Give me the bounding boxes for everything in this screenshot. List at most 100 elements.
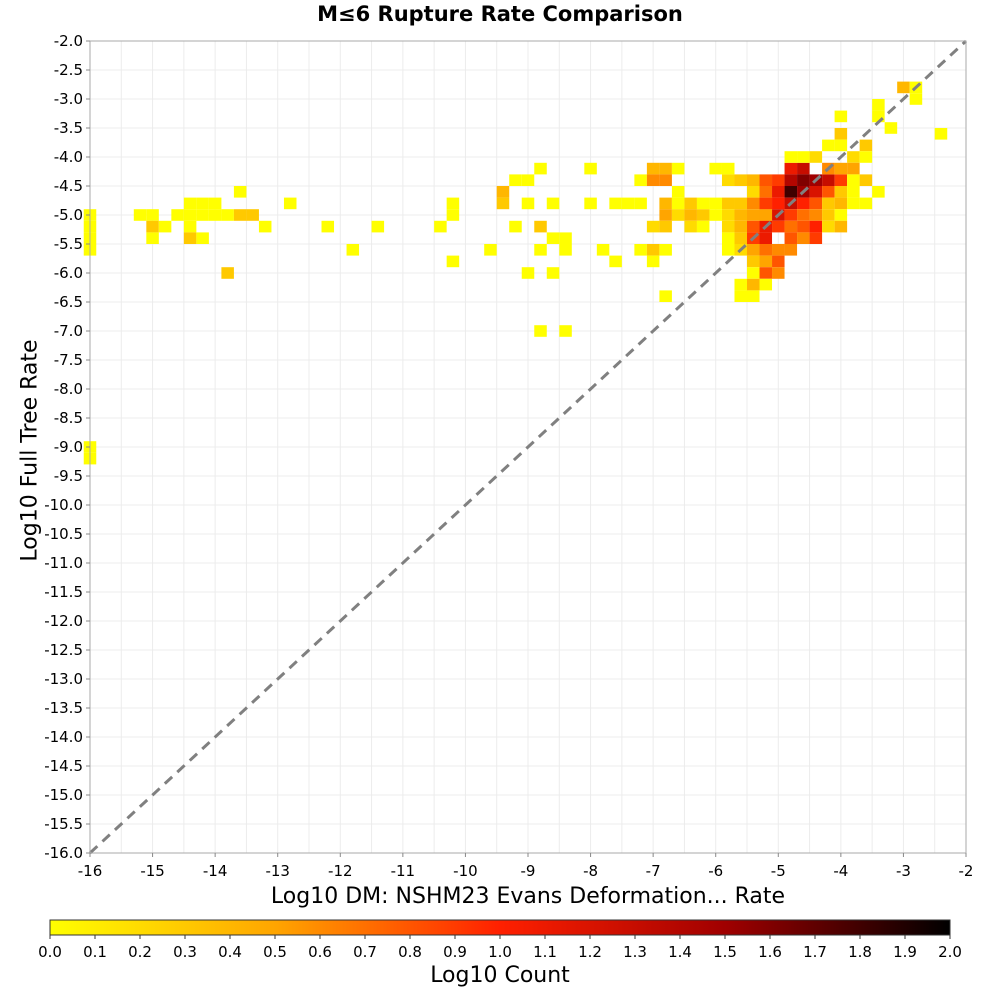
heatmap-cell bbox=[584, 162, 597, 175]
heatmap-cell bbox=[784, 151, 798, 163]
heatmap-cell bbox=[734, 174, 747, 186]
heatmap-cell bbox=[634, 197, 647, 210]
y-tick-label: -14.5 bbox=[44, 757, 83, 775]
heatmap-cell bbox=[872, 99, 885, 111]
heatmap-cell bbox=[784, 232, 798, 244]
heatmap-cell bbox=[784, 162, 798, 175]
heatmap-cell bbox=[809, 232, 823, 244]
heatmap-cell bbox=[321, 220, 335, 233]
heatmap-cell bbox=[208, 197, 222, 210]
chart-title: M≤6 Rupture Rate Comparison bbox=[317, 2, 683, 26]
heatmap-cell bbox=[183, 197, 197, 210]
y-tick-label: -11.5 bbox=[44, 583, 83, 601]
colorbar-tick-label: 0.2 bbox=[128, 943, 152, 961]
heatmap-cell bbox=[847, 197, 860, 210]
y-tick-label: -3.0 bbox=[54, 90, 83, 108]
colorbar-tick-label: 1.3 bbox=[623, 943, 647, 961]
y-tick-label: -2.5 bbox=[54, 61, 83, 79]
heatmap-cell bbox=[872, 110, 885, 123]
y-tick-label: -7.5 bbox=[54, 351, 83, 369]
heatmap-cell bbox=[784, 174, 798, 186]
heatmap-cell bbox=[534, 325, 547, 337]
heatmap-cell bbox=[521, 197, 535, 210]
heatmap-cell bbox=[809, 220, 823, 233]
colorbar-tick-label: 0.9 bbox=[443, 943, 467, 961]
heatmap-cell bbox=[721, 220, 735, 233]
heatmap-cell bbox=[233, 209, 247, 221]
heatmap-cell bbox=[146, 209, 159, 221]
diagonal-reference-line bbox=[88, 39, 968, 855]
y-tick-label: -14.0 bbox=[44, 728, 83, 746]
heatmap-cell bbox=[759, 174, 773, 186]
x-tick-label: -7 bbox=[646, 862, 661, 880]
colorbar-tick-label: 0.4 bbox=[218, 943, 242, 961]
y-tick-label: -15.5 bbox=[44, 815, 83, 833]
colorbar-tick-label: 0.7 bbox=[353, 943, 377, 961]
heatmap-cell bbox=[283, 197, 297, 210]
heatmap-cell bbox=[797, 209, 810, 221]
heatmap-cell bbox=[859, 151, 873, 163]
colorbar-tick-label: 1.6 bbox=[758, 943, 782, 961]
heatmap-cell bbox=[809, 209, 823, 221]
heatmap-cell bbox=[834, 174, 848, 186]
heatmap-cell bbox=[897, 81, 910, 94]
y-tick-label: -7.0 bbox=[54, 322, 83, 340]
heatmap-cell bbox=[646, 220, 660, 233]
heatmap-cell bbox=[759, 209, 773, 221]
heatmap-cell bbox=[721, 232, 735, 244]
colorbar-tick-label: 1.7 bbox=[803, 943, 827, 961]
heatmap-cell bbox=[496, 197, 510, 210]
heatmap-cell bbox=[721, 244, 735, 256]
heatmap-cell bbox=[634, 244, 647, 256]
heatmap-cell bbox=[534, 244, 547, 256]
heatmap-cell bbox=[671, 209, 685, 221]
heatmap-cell bbox=[784, 186, 798, 198]
heatmap-cell bbox=[221, 267, 234, 279]
heatmap-cell bbox=[784, 244, 798, 256]
heatmap-cell bbox=[834, 197, 848, 210]
x-tick-label: -8 bbox=[583, 862, 598, 880]
y-tick-label: -12.5 bbox=[44, 641, 83, 659]
heatmap-cell bbox=[747, 278, 760, 291]
heatmap-cell bbox=[484, 244, 497, 256]
heatmap-cell bbox=[659, 162, 672, 175]
heatmap-cell bbox=[684, 220, 697, 233]
heatmap-cell bbox=[634, 174, 647, 186]
x-tick-label: -3 bbox=[896, 862, 911, 880]
heatmap-cell bbox=[446, 209, 460, 221]
colorbar-label: Log10 Count bbox=[430, 963, 570, 988]
heatmap-cell bbox=[772, 267, 785, 279]
heatmap-cell bbox=[734, 278, 747, 291]
colorbar-tick-label: 1.0 bbox=[488, 943, 512, 961]
y-tick-label: -11.0 bbox=[44, 554, 83, 572]
y-tick-label: -4.5 bbox=[54, 177, 83, 195]
heatmap-cell bbox=[696, 220, 710, 233]
heatmap-cell bbox=[596, 244, 610, 256]
heatmap-cell bbox=[671, 162, 685, 175]
x-tick-label: -11 bbox=[391, 862, 416, 880]
heatmap-cell bbox=[696, 197, 710, 210]
colorbar-tick-label: 0.8 bbox=[398, 943, 422, 961]
heatmap-cell bbox=[797, 174, 810, 186]
heatmap-cell bbox=[659, 197, 672, 210]
heatmap-cell bbox=[659, 174, 672, 186]
y-tick-label: -8.0 bbox=[54, 380, 83, 398]
heatmap-cell bbox=[834, 209, 848, 221]
y-tick-label: -10.0 bbox=[44, 496, 83, 514]
heatmap-cell bbox=[183, 220, 197, 233]
y-tick-label: -13.0 bbox=[44, 670, 83, 688]
heatmap-cell bbox=[734, 197, 747, 210]
colorbar-tick-label: 1.4 bbox=[668, 943, 692, 961]
heatmap-cell bbox=[834, 186, 848, 198]
y-axis-ticks: -2.0 -2.5 -3.0 -3.5 -4.0 -4.5 -5.0 -5.5 -6.0 -6.5… bbox=[44, 32, 90, 862]
y-tick-label: -15.0 bbox=[44, 786, 83, 804]
heatmap-cell bbox=[859, 139, 873, 152]
heatmap-cell bbox=[759, 255, 773, 268]
heatmap-cell bbox=[759, 244, 773, 256]
heatmap-cell bbox=[196, 209, 209, 221]
heatmap-cell bbox=[747, 267, 760, 279]
heatmap-cell bbox=[546, 232, 560, 244]
y-tick-label: -13.5 bbox=[44, 699, 83, 717]
heatmap-cell bbox=[747, 290, 760, 302]
heatmap-cell bbox=[509, 220, 522, 233]
